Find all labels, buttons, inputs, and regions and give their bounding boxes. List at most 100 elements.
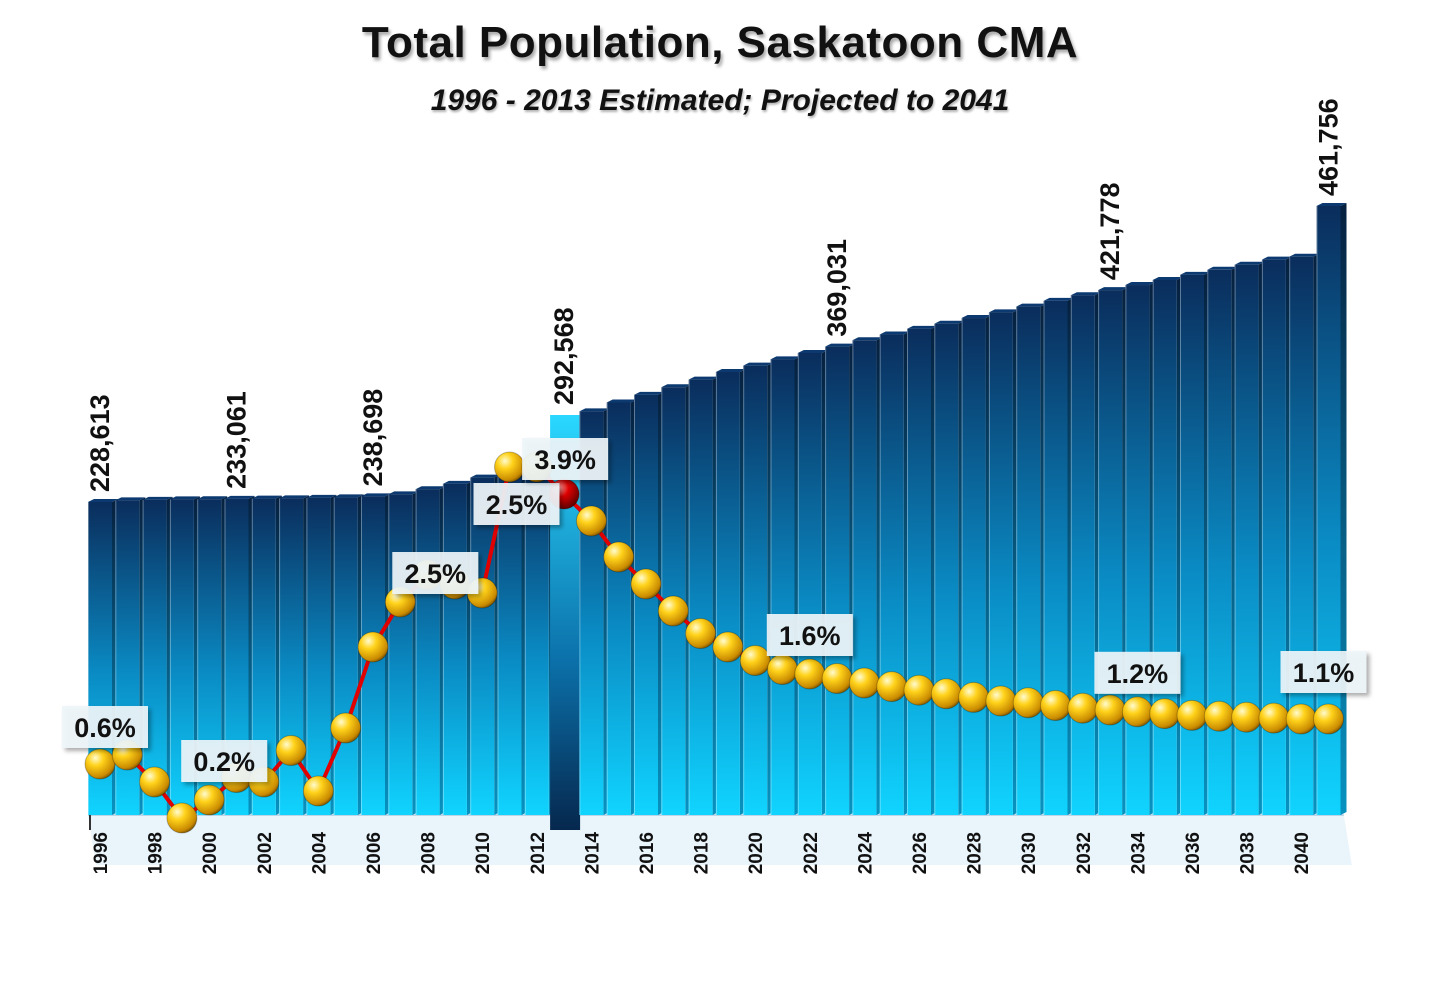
growth-marker-2018	[685, 618, 717, 649]
growth-marker-2011	[494, 451, 525, 483]
x-tick-label: 2026	[910, 832, 931, 874]
bar-2023-top	[825, 343, 856, 347]
x-tick-label: 2010	[473, 832, 494, 874]
bar-2019	[715, 372, 740, 815]
growth-marker-2031	[1040, 690, 1071, 721]
bar-2003-top	[279, 495, 310, 499]
bar-2027	[934, 323, 959, 815]
growth-marker-2027	[930, 678, 962, 710]
labels-group: 228,613 233,061 238,698 292,568 369,031 421,7…	[62, 98, 1367, 782]
bar-2034	[1125, 285, 1150, 815]
bar-value-label: 233,061	[222, 391, 252, 489]
growth-marker-2016	[630, 568, 662, 600]
bar-2016	[634, 394, 658, 815]
bar-value-label: 238,698	[358, 389, 388, 487]
bar-2005-top	[333, 494, 364, 498]
bar-1998	[142, 499, 167, 815]
percent-label-box	[1094, 651, 1181, 694]
growth-marker-1996	[84, 748, 116, 780]
bar-2029-top	[988, 309, 1019, 313]
bar-2036	[1180, 274, 1204, 815]
x-axis: 1996 1998 2000 2002 2004 2006 2008 2010 2012 2014…	[91, 832, 1313, 875]
bar-2035	[1152, 279, 1177, 815]
percent-label-box	[473, 483, 560, 525]
bar-2025	[879, 334, 904, 815]
bar-2007	[388, 494, 413, 815]
growth-marker-2041	[1313, 703, 1344, 735]
bar-2022-top	[797, 349, 828, 353]
bar-2027-top	[934, 320, 965, 324]
growth-marker-2003	[275, 735, 307, 766]
bar-2033-top	[1098, 287, 1129, 291]
bar-2021-top	[770, 356, 801, 360]
bar-2037-top	[1207, 266, 1238, 270]
x-tick-label: 2012	[528, 832, 549, 874]
growth-marker-2030	[1012, 687, 1044, 719]
bar-2008-top	[415, 486, 446, 490]
bar-2004-top	[306, 494, 337, 498]
x-tick-label: 2008	[419, 832, 440, 874]
growth-marker-2004	[302, 775, 334, 807]
x-tick-label: 1998	[146, 832, 167, 874]
bar-2015-top	[606, 399, 637, 403]
growth-marker-2014	[575, 505, 607, 537]
bar-2037	[1207, 269, 1232, 815]
bar-2010-top	[470, 474, 501, 478]
bar-2031-top	[1043, 297, 1074, 301]
percent-label: 3.9%	[534, 445, 596, 475]
x-tick-label: 2014	[582, 832, 603, 875]
bar-2016-top	[634, 391, 664, 395]
x-tick-label: 2018	[692, 832, 713, 874]
bar-2032-top	[1070, 292, 1101, 296]
growth-marker-2023	[821, 663, 853, 694]
x-tick-label: 2028	[965, 832, 986, 874]
bar-2014-top	[579, 408, 610, 412]
percent-label: 1.2%	[1107, 659, 1169, 689]
bar-2003	[279, 498, 304, 815]
bar-2039-top	[1261, 256, 1292, 260]
bar-2017-top	[661, 384, 692, 388]
bar-2025-top	[879, 331, 910, 335]
growth-marker-2000	[193, 784, 225, 816]
bar-2024-top	[852, 337, 883, 341]
growth-marker-2038	[1231, 701, 1263, 733]
bar-value-label: 292,568	[549, 307, 579, 405]
growth-marker-2019	[712, 631, 744, 663]
growth-marker-2005	[330, 712, 362, 744]
growth-marker-2033	[1094, 694, 1126, 726]
bar-2028	[961, 318, 986, 815]
growth-marker-2017	[657, 595, 689, 627]
growth-line-group	[84, 451, 1344, 834]
bar-2011	[497, 471, 522, 815]
growth-marker-2032	[1067, 692, 1099, 724]
percent-label-box	[1280, 651, 1367, 693]
bar-2038-top	[1234, 261, 1265, 265]
bar-2021	[770, 359, 795, 815]
x-tick-label: 2040	[1292, 832, 1313, 874]
growth-marker-1999	[166, 802, 198, 834]
growth-marker-2037	[1203, 700, 1235, 732]
bar-value-label: 421,778	[1095, 183, 1125, 281]
bar-2000-top	[197, 496, 228, 500]
bar-2029	[988, 312, 1013, 815]
bar-2019-top	[715, 369, 746, 373]
bar-value-label: 228,613	[85, 394, 115, 492]
floor-plane	[88, 815, 1352, 865]
bar-value-label: 461,756	[1314, 98, 1344, 196]
growth-marker-2036	[1176, 699, 1208, 731]
growth-marker-2015	[603, 541, 635, 573]
x-tick-label: 2006	[364, 832, 385, 874]
x-tick-label: 2036	[1183, 832, 1204, 874]
bar-2031	[1043, 300, 1068, 815]
growth-marker-1998	[139, 766, 171, 798]
percent-label: 2.5%	[486, 490, 548, 520]
bar-2001-top	[224, 495, 255, 499]
growth-marker-2022	[794, 658, 826, 690]
bar-2007-top	[388, 491, 419, 495]
growth-marker-2028	[958, 681, 990, 713]
bar-1998-top	[142, 496, 173, 500]
bar-2018-top	[688, 376, 719, 380]
bar-2020-top	[743, 362, 774, 366]
bar-2041-top	[1316, 203, 1347, 206]
